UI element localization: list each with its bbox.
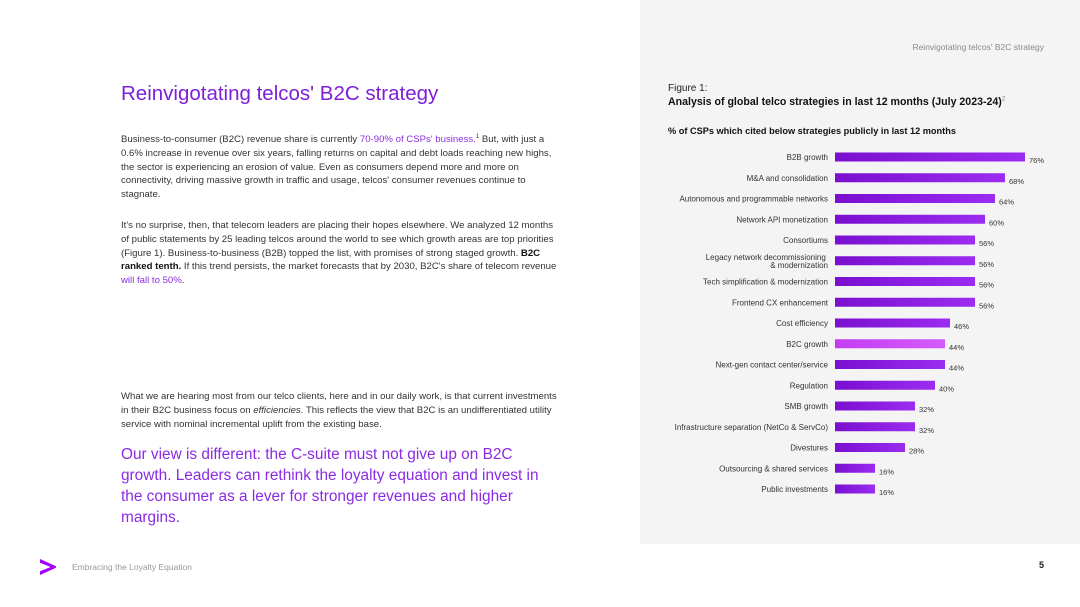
bar-15	[835, 463, 875, 473]
value-label-6: 56%	[979, 281, 994, 290]
page-title: Reinvigotating telcos' B2C strategy	[121, 82, 439, 105]
paragraph-2: It's no surprise, then, that telecom lea…	[121, 219, 561, 288]
para3-text-2: . This reflects the view that B2C is an …	[121, 404, 552, 430]
category-label-8: Cost efficiency	[776, 319, 828, 328]
category-label-9: B2C growth	[786, 340, 828, 349]
bar-12	[835, 401, 915, 411]
para2-text-3: .	[181, 275, 185, 287]
category-label-12: SMB growth	[784, 402, 828, 411]
figure-title-footnote: 2	[1001, 96, 1006, 103]
category-label-0: B2B growth	[787, 153, 828, 162]
running-header: Reinvigotating telcos' B2C strategy	[912, 42, 1044, 52]
value-label-13: 32%	[919, 426, 934, 435]
category-label-13: Infrastructure separation (NetCo & ServC…	[675, 423, 829, 432]
category-label-5: Legacy network decommissioning & moderni…	[706, 253, 828, 270]
value-label-12: 32%	[919, 405, 934, 414]
figure-panel	[640, 0, 1080, 544]
value-label-5: 56%	[979, 260, 994, 269]
value-label-16: 16%	[879, 488, 894, 497]
bar-2	[835, 194, 995, 203]
page-number: 5	[1038, 560, 1044, 570]
bar-8	[835, 318, 950, 328]
value-label-0: 76%	[1029, 156, 1044, 165]
callout-quote: Our view is different: the C-suite must …	[121, 446, 539, 526]
bar-14	[835, 443, 905, 452]
para3-em: efficiencies	[253, 404, 301, 416]
category-label-4: Consortiums	[783, 236, 828, 245]
value-label-2: 64%	[999, 198, 1014, 207]
category-label-15: Outsourcing & shared services	[719, 464, 828, 473]
category-label-1: M&A and consolidation	[747, 174, 828, 183]
para2-text-1: It's no surprise, then, that telecom lea…	[121, 220, 554, 259]
bar-13	[835, 422, 915, 432]
category-label-2: Autonomous and programmable networks	[679, 195, 828, 204]
accenture-logo-icon	[40, 559, 56, 575]
value-label-8: 46%	[954, 322, 969, 331]
bar-4	[835, 235, 975, 245]
bar-6	[835, 277, 975, 286]
value-label-11: 40%	[939, 384, 954, 393]
value-label-10: 44%	[949, 364, 964, 373]
para2-link[interactable]: will fall to 50%	[121, 275, 182, 287]
para1-link[interactable]: 70-90% of CSPs' business.	[359, 134, 476, 145]
bar-11	[835, 380, 935, 390]
value-label-3: 60%	[989, 218, 1004, 227]
paragraph-3: What we are hearing most from our telco …	[121, 390, 561, 431]
value-label-4: 56%	[979, 239, 994, 248]
bar-9	[835, 339, 945, 349]
bar-16	[835, 484, 875, 494]
bar-10	[835, 360, 945, 369]
paragraph-1: Business-to-consumer (B2C) revenue share…	[121, 133, 561, 202]
figure-subtitle: % of CSPs which cited below strategies p…	[668, 126, 956, 136]
bar-5	[835, 256, 975, 266]
category-label-6: Tech simplification & modernization	[703, 278, 828, 287]
value-label-1: 68%	[1009, 177, 1024, 186]
category-label-14: Divestures	[790, 444, 828, 453]
value-label-14: 28%	[909, 447, 924, 456]
para3-text-1: What we are hearing most from our telco …	[121, 391, 557, 416]
category-label-16: Public investments	[761, 485, 828, 494]
bar-7	[835, 297, 975, 307]
para2-text-2: If this trend persists, the market forec…	[181, 261, 557, 273]
category-label-10: Next-gen contact center/service	[716, 361, 829, 370]
value-label-15: 16%	[879, 467, 894, 476]
footer-doc-title: Embracing the Loyalty Equation	[72, 562, 193, 572]
para2-bold: B2C ranked tenth.	[121, 247, 541, 273]
footnote-ref-1: 1	[475, 133, 480, 140]
category-label-7: Frontend CX enhancement	[732, 298, 829, 307]
para1-text-2: But, with just a 0.6% increase in revenu…	[121, 134, 552, 201]
value-label-9: 44%	[949, 343, 964, 352]
value-label-7: 56%	[979, 301, 994, 310]
bar-0	[835, 152, 1025, 162]
category-label-3: Network API monetization	[736, 215, 828, 224]
category-label-11: Regulation	[790, 381, 828, 390]
figure-title-text: Analysis of global telco strategies in l…	[668, 96, 1002, 108]
figure-title: Analysis of global telco strategies in l…	[668, 96, 1005, 108]
bar-3	[835, 214, 985, 224]
figure-label: Figure 1:	[668, 83, 708, 94]
para1-text-1: Business-to-consumer (B2C) revenue share…	[121, 134, 360, 145]
bar-chart: B2B growth 76% M&A and consolidation 68% Aut…	[675, 152, 1044, 497]
bar-1	[835, 173, 1005, 183]
